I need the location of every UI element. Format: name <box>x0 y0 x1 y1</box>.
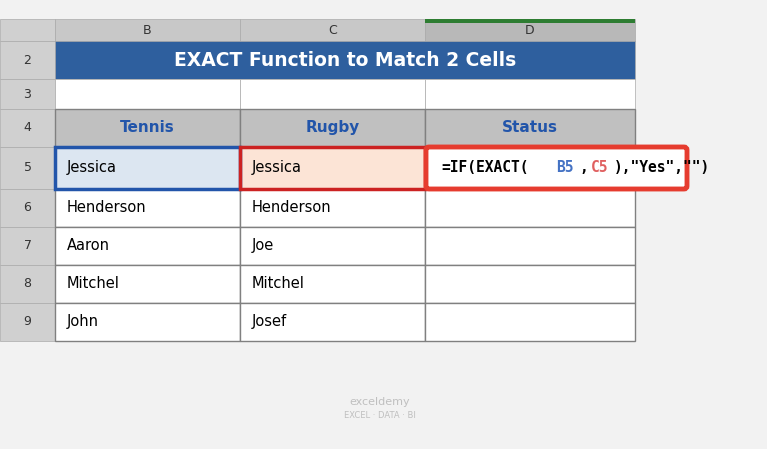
Bar <box>0 227 55 265</box>
Bar <box>0 189 55 227</box>
Text: John: John <box>67 314 99 330</box>
Bar <box>0 19 55 41</box>
Text: Jessica: Jessica <box>67 160 117 176</box>
Bar <box>425 18 635 23</box>
Text: Henderson: Henderson <box>67 201 146 216</box>
Bar <box>425 265 635 303</box>
Bar <box>55 41 635 79</box>
Bar <box>240 147 425 189</box>
Bar <box>240 303 425 341</box>
Text: 7: 7 <box>24 239 31 252</box>
Bar <box>240 265 425 303</box>
Bar <box>425 109 635 147</box>
Bar <box>425 189 635 227</box>
Bar <box>55 265 240 303</box>
Bar <box>55 147 240 189</box>
Text: 4: 4 <box>24 122 31 135</box>
Bar <box>0 79 55 109</box>
Text: Status: Status <box>502 120 558 136</box>
Bar <box>240 147 425 189</box>
Text: Jessica: Jessica <box>252 160 302 176</box>
Text: ),"Yes",""): ),"Yes","") <box>614 160 709 176</box>
Bar <box>0 147 55 189</box>
Text: Tennis: Tennis <box>120 120 175 136</box>
Text: 2: 2 <box>24 53 31 66</box>
Text: 5: 5 <box>24 162 31 175</box>
Bar <box>55 303 240 341</box>
Bar <box>0 41 55 79</box>
Text: ,: , <box>579 160 588 176</box>
Text: exceldemy: exceldemy <box>350 397 410 407</box>
Bar <box>55 79 240 109</box>
Bar <box>55 19 240 41</box>
Text: C5: C5 <box>591 160 608 176</box>
FancyBboxPatch shape <box>426 147 687 189</box>
Bar <box>240 79 425 109</box>
Bar <box>240 109 425 147</box>
Text: EXACT Function to Match 2 Cells: EXACT Function to Match 2 Cells <box>174 50 516 70</box>
Text: 3: 3 <box>24 88 31 101</box>
Text: 9: 9 <box>24 316 31 329</box>
Bar <box>0 265 55 303</box>
Text: Mitchel: Mitchel <box>252 277 304 291</box>
Text: Mitchel: Mitchel <box>67 277 120 291</box>
Text: 6: 6 <box>24 202 31 215</box>
Bar <box>55 189 240 227</box>
Bar <box>240 189 425 227</box>
Bar <box>0 303 55 341</box>
Bar <box>425 147 635 189</box>
Bar <box>425 79 635 109</box>
Bar <box>425 19 635 41</box>
Text: =IF(EXACT(: =IF(EXACT( <box>441 160 528 176</box>
Text: 8: 8 <box>24 277 31 291</box>
Bar <box>240 19 425 41</box>
Text: EXCEL · DATA · BI: EXCEL · DATA · BI <box>344 411 416 421</box>
Text: Aaron: Aaron <box>67 238 110 254</box>
Bar <box>55 147 240 189</box>
Text: Henderson: Henderson <box>252 201 331 216</box>
Text: Rugby: Rugby <box>305 120 360 136</box>
Text: Josef: Josef <box>252 314 287 330</box>
Bar <box>55 227 240 265</box>
Text: D: D <box>525 23 535 36</box>
Bar <box>240 227 425 265</box>
Text: Joe: Joe <box>252 238 275 254</box>
Bar <box>55 109 240 147</box>
Bar <box>425 303 635 341</box>
Text: C: C <box>328 23 337 36</box>
Text: B: B <box>143 23 152 36</box>
Bar <box>425 227 635 265</box>
Text: B5: B5 <box>556 160 574 176</box>
Bar <box>0 109 55 147</box>
